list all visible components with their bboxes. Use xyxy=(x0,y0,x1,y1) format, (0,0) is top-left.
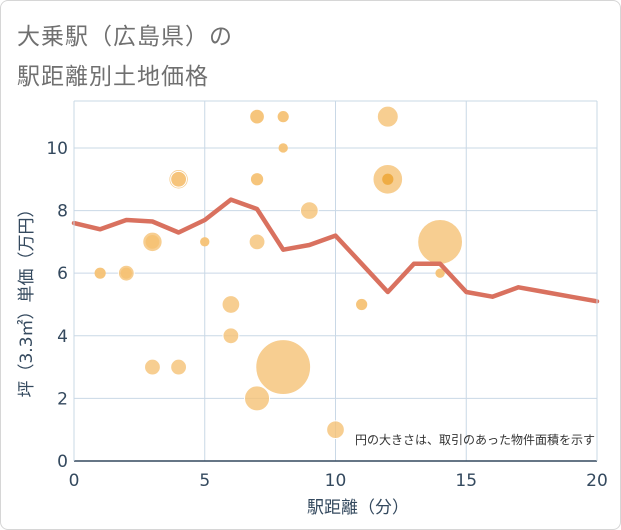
bubble-point xyxy=(145,235,160,249)
bubble-point xyxy=(278,143,288,153)
x-tick-label: 5 xyxy=(199,471,210,491)
grid xyxy=(73,101,598,462)
bubble-point xyxy=(376,105,399,128)
bubble-point xyxy=(417,218,464,265)
y-tick-label: 10 xyxy=(46,139,68,159)
y-tick-label: 4 xyxy=(57,327,68,347)
tick-labels: 0 2 4 6 8 10 0 5 10 15 20 xyxy=(46,139,607,491)
bubble-point xyxy=(244,385,271,412)
bubble-point xyxy=(170,170,188,188)
x-tick-label: 20 xyxy=(586,471,608,491)
bubble-point xyxy=(94,267,106,279)
y-tick-label: 6 xyxy=(57,264,68,284)
bubble-point xyxy=(326,420,345,440)
y-tick-label: 8 xyxy=(57,202,68,222)
bubble-size-note: 円の大きさは、取引のあった物件面積を示す xyxy=(355,432,595,447)
bubble-point xyxy=(250,109,264,124)
bubble-point xyxy=(300,201,319,220)
x-tick-label: 10 xyxy=(325,471,347,491)
y-tick-label: 2 xyxy=(57,389,68,409)
bubble-point xyxy=(277,111,289,123)
line-layer xyxy=(71,197,600,304)
x-axis-label: 駅距離（分） xyxy=(307,498,409,518)
bubble-point xyxy=(356,298,368,311)
bubble-point xyxy=(248,233,266,251)
bubble-point xyxy=(200,237,210,247)
bubble-point xyxy=(120,267,132,279)
line-series-average xyxy=(71,197,600,304)
y-tick-label: 0 xyxy=(57,452,68,472)
bubble-point xyxy=(435,268,445,278)
bubble-point xyxy=(382,173,394,185)
x-tick-label: 15 xyxy=(455,471,477,491)
bubble-layer xyxy=(94,105,464,440)
x-tick-label: 0 xyxy=(69,471,80,491)
bubble-point xyxy=(221,295,241,314)
bubble-point xyxy=(222,327,240,345)
bubble-point xyxy=(170,358,188,376)
axes xyxy=(73,100,598,462)
bubble-point xyxy=(255,339,312,396)
chart-title-line1: 大乗駅（広島県）の xyxy=(17,24,233,50)
chart-title-line2: 駅距離別土地価格 xyxy=(17,64,209,90)
y-axis-label: 坪（3.3㎡）単価（万円） xyxy=(17,200,37,397)
bubble-point xyxy=(144,358,161,376)
bubble-point xyxy=(250,173,264,186)
